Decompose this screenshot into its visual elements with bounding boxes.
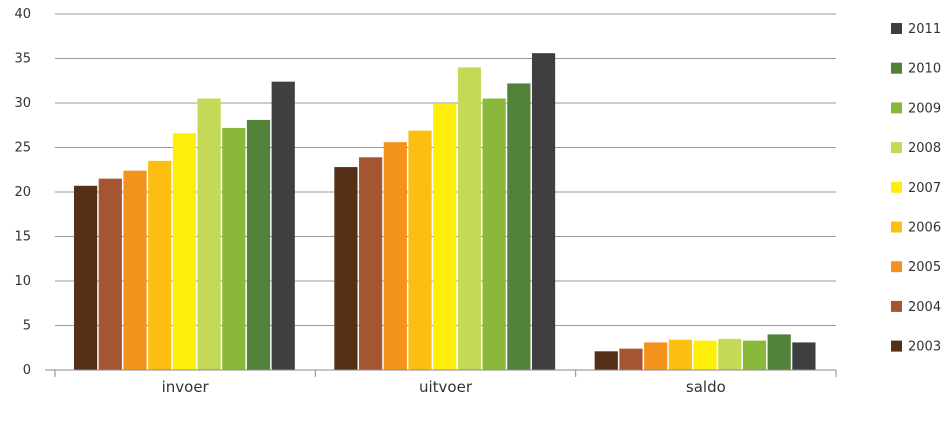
- legend-label: 2003: [908, 340, 941, 355]
- y-tick-label: 10: [14, 274, 31, 289]
- bar: [693, 340, 717, 370]
- legend-swatch: [891, 181, 902, 193]
- bar: [668, 339, 692, 370]
- legend-label: 2009: [908, 101, 941, 116]
- y-tick-label: 5: [23, 319, 31, 334]
- y-tick-label: 30: [14, 96, 31, 111]
- bar: [457, 67, 482, 371]
- bar: [148, 160, 172, 370]
- bar: [482, 98, 506, 371]
- legend-label: 2011: [908, 22, 941, 37]
- legend: 2011 2010 2009 2008 2007 2006 2005 2004 2003: [891, 22, 941, 355]
- bar: [74, 185, 98, 370]
- bar: [644, 342, 668, 370]
- bar: [359, 157, 383, 370]
- bar: [767, 334, 791, 370]
- x-category-label: invoer: [162, 378, 210, 396]
- bar: [334, 167, 358, 370]
- legend-swatch: [891, 340, 902, 352]
- y-tick-label: 20: [14, 185, 31, 200]
- bar: [594, 351, 618, 370]
- bar: [271, 81, 295, 370]
- legend-label: 2010: [908, 62, 941, 77]
- y-tick-label: 15: [14, 230, 31, 245]
- y-tick-label: 40: [14, 7, 31, 22]
- y-tick-label: 35: [14, 52, 31, 67]
- bar: [383, 142, 407, 370]
- legend-swatch: [891, 300, 902, 312]
- x-category-label: uitvoer: [419, 378, 473, 396]
- y-tick-label: 25: [14, 141, 31, 156]
- legend-label: 2008: [908, 141, 941, 156]
- bar: [246, 119, 271, 370]
- bar: [531, 53, 556, 370]
- bar: [619, 348, 643, 370]
- legend-swatch: [891, 23, 902, 34]
- bar: [742, 340, 767, 370]
- legend-swatch: [891, 261, 902, 273]
- bar: [197, 98, 221, 371]
- y-tick-label: 0: [23, 363, 31, 378]
- legend-swatch: [891, 62, 902, 74]
- bar: [792, 342, 816, 370]
- bar: [98, 178, 122, 370]
- legend-swatch: [891, 221, 902, 233]
- legend-label: 2005: [908, 260, 941, 275]
- legend-swatch: [891, 102, 902, 114]
- x-category-label: saldo: [686, 378, 726, 396]
- bar: [718, 338, 742, 370]
- bar: [222, 127, 246, 370]
- bars: [74, 53, 816, 371]
- legend-label: 2006: [908, 221, 941, 236]
- bar: [123, 170, 147, 370]
- bar: [172, 133, 197, 370]
- legend-swatch: [891, 142, 902, 154]
- bar: [507, 83, 531, 371]
- x-axis: invoer uitvoer saldo: [45, 369, 837, 396]
- bar: [433, 103, 457, 370]
- y-axis: 0 5 10 15 20 25 30 35 40: [14, 7, 31, 378]
- legend-label: 2004: [908, 300, 941, 315]
- bar: [408, 130, 432, 370]
- legend-label: 2007: [908, 181, 941, 196]
